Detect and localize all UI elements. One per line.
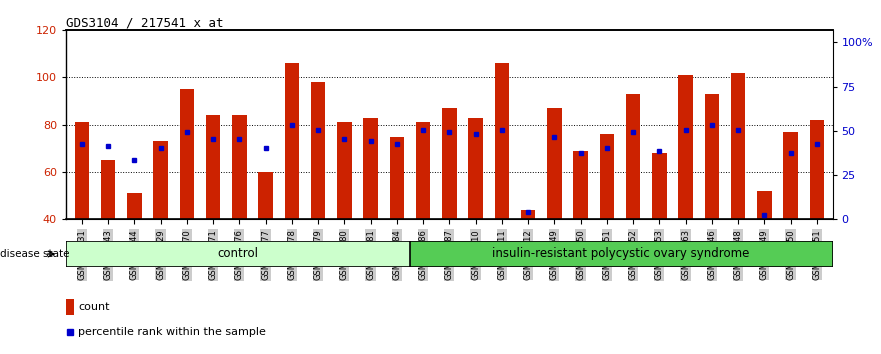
Bar <box>416 122 430 219</box>
Bar <box>783 132 798 219</box>
Bar <box>494 63 509 219</box>
Bar <box>547 108 561 219</box>
Bar <box>731 73 745 219</box>
Bar <box>521 210 536 219</box>
Bar <box>600 134 614 219</box>
Bar <box>206 115 220 219</box>
Text: insulin-resistant polycystic ovary syndrome: insulin-resistant polycystic ovary syndr… <box>492 247 750 261</box>
Bar <box>652 153 667 219</box>
Bar <box>442 108 456 219</box>
Bar <box>232 115 247 219</box>
Bar <box>469 118 483 219</box>
Text: disease state: disease state <box>0 249 70 259</box>
Bar <box>337 122 352 219</box>
Bar <box>100 160 115 219</box>
Bar <box>410 241 833 267</box>
Bar <box>127 193 142 219</box>
Bar <box>153 141 167 219</box>
Bar <box>678 75 692 219</box>
Text: percentile rank within the sample: percentile rank within the sample <box>78 327 266 337</box>
Bar <box>757 191 772 219</box>
Bar <box>311 82 325 219</box>
Text: GDS3104 / 217541_x_at: GDS3104 / 217541_x_at <box>66 16 224 29</box>
Bar <box>66 241 410 267</box>
Bar <box>363 118 378 219</box>
Bar <box>389 137 404 219</box>
Bar <box>285 63 299 219</box>
Bar <box>626 94 640 219</box>
Bar <box>574 151 588 219</box>
Bar <box>810 120 824 219</box>
Bar <box>180 89 194 219</box>
Bar <box>258 172 273 219</box>
Text: control: control <box>218 247 258 261</box>
Bar <box>705 94 719 219</box>
Bar <box>66 299 74 315</box>
Text: count: count <box>78 302 110 313</box>
Bar <box>75 122 89 219</box>
